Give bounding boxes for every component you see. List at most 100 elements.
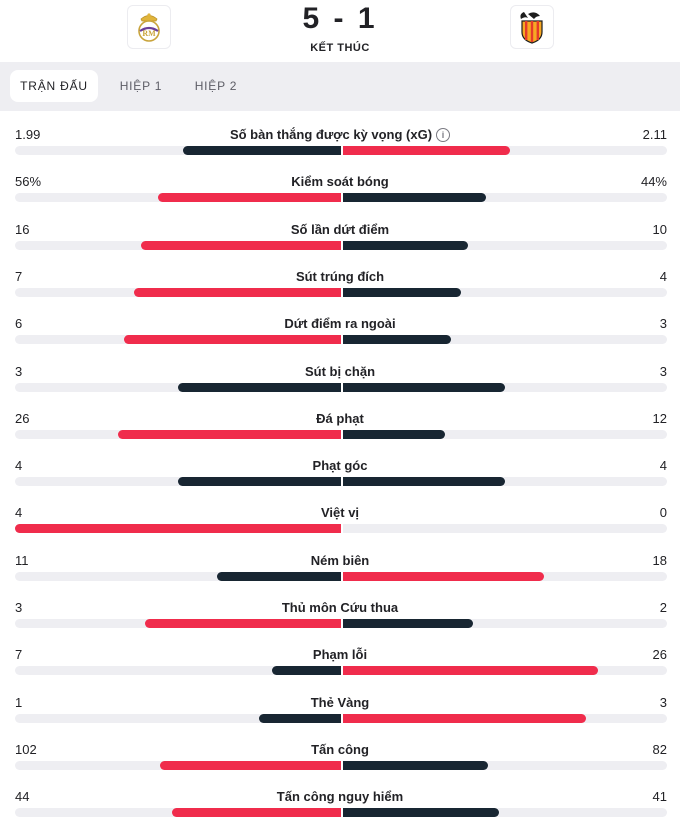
stat-home-value: 16 [15, 221, 30, 237]
stat-label: Việt vị [0, 505, 680, 521]
away-bar-fill [343, 429, 445, 439]
stat-label-text: Dứt điểm ra ngoài [284, 316, 396, 332]
stat-label: Số lần dứt điểm [0, 222, 680, 238]
tab-match[interactable]: TRẬN ĐẤU [10, 70, 98, 102]
stat-label-text: Số lần dứt điểm [290, 221, 390, 237]
home-bar-fill [272, 666, 341, 676]
away-bar-fill [343, 193, 486, 203]
stat-label-text: Sút trúng đích [295, 268, 385, 284]
stat-row: 1 Thẻ Vàng 3 [0, 695, 680, 742]
info-icon[interactable]: i [436, 128, 451, 142]
away-bar-track [343, 240, 667, 250]
away-bar-fill [343, 335, 451, 345]
tab-first-half[interactable]: HIỆP 1 [119, 79, 163, 93]
away-bar-track [343, 524, 667, 534]
away-bar-fill [343, 240, 468, 250]
stat-label-text: Thẻ Vàng [310, 694, 370, 710]
stat-home-value: 26 [15, 410, 30, 426]
stat-row: 7 Sút trúng đích 4 [0, 269, 680, 316]
stat-home-value: 7 [15, 268, 23, 284]
stat-away-value: 0 [659, 505, 667, 521]
stat-away-value: 3 [659, 694, 667, 710]
stat-label-text: Phạm lỗi [312, 647, 368, 663]
valencia-crest-icon [520, 12, 543, 44]
away-bar-fill [343, 760, 488, 770]
stat-row: 11 Ném biên 18 [0, 553, 680, 600]
stat-label: Kiểm soát bóng [0, 174, 680, 190]
stat-label-text: Tấn công nguy hiểm [276, 789, 404, 805]
stat-label-text: Việt vị [320, 505, 360, 521]
stat-row: 1.99 Số bàn thắng được kỳ vọng (xG) i 2.11 [0, 127, 680, 174]
stat-label: Phạm lỗi [0, 647, 680, 663]
stat-label-text: Kiểm soát bóng [291, 174, 389, 190]
away-bar-track [343, 146, 667, 155]
stat-away-value: 3 [659, 316, 667, 332]
away-bar-track [343, 382, 667, 392]
stat-away-value: 3 [659, 363, 667, 379]
home-bar-fill [124, 335, 341, 345]
tab-second-half[interactable]: HIỆP 2 [194, 79, 238, 93]
home-bar-track [15, 808, 341, 818]
stat-row: 16 Số lần dứt điểm 10 [0, 222, 680, 269]
stat-label-text: Sút bị chặn [304, 363, 376, 379]
home-bar-track [15, 240, 341, 250]
stat-away-value: 12 [652, 410, 667, 426]
home-bar-track [15, 335, 341, 345]
stat-row: 26 Đá phạt 12 [0, 411, 680, 458]
stat-home-value: 44 [15, 789, 30, 805]
stat-home-value: 102 [15, 741, 37, 757]
stat-home-value: 56% [15, 174, 42, 190]
home-bar-fill [141, 240, 341, 250]
stat-away-value: 44% [640, 174, 667, 190]
stat-row: 44 Tấn công nguy hiểm 41 [0, 789, 680, 836]
stat-label: Dứt điểm ra ngoài [0, 316, 680, 332]
stat-home-value: 7 [15, 647, 23, 663]
stat-row: 56% Kiểm soát bóng 44% [0, 174, 680, 221]
away-bar-track [343, 429, 667, 439]
stat-home-value: 4 [15, 458, 23, 474]
stat-label: Ném biên [0, 553, 680, 569]
away-bar-track [343, 619, 667, 628]
stat-label: Đá phạt [0, 411, 680, 427]
stat-away-value: 2.11 [642, 127, 667, 142]
stat-home-value: 3 [15, 600, 23, 615]
away-bar-track [343, 666, 667, 676]
real-madrid-crest-icon: RM [138, 13, 160, 42]
away-bar-track [343, 808, 667, 818]
stat-label: Sút trúng đích [0, 269, 680, 285]
home-bar-track [15, 713, 341, 723]
home-team-logo[interactable]: RM [127, 5, 171, 49]
away-bar-fill [343, 382, 505, 392]
stat-home-value: 1.99 [15, 127, 41, 142]
home-bar-fill [15, 524, 341, 534]
home-bar-fill [183, 146, 341, 155]
stat-label: Số bàn thắng được kỳ vọng (xG) i [0, 127, 680, 143]
stat-label-text: Thủ môn Cứu thua [281, 600, 399, 615]
stat-row: 102 Tấn công 82 [0, 742, 680, 789]
home-bar-track [15, 571, 341, 581]
stat-row: 6 Dứt điểm ra ngoài 3 [0, 316, 680, 363]
home-bar-track [15, 193, 341, 203]
away-bar-track [343, 287, 667, 297]
away-bar-fill [343, 713, 586, 723]
home-bar-track [15, 619, 341, 628]
home-bar-fill [145, 619, 341, 628]
away-team-logo[interactable] [510, 5, 554, 49]
away-bar-fill [343, 477, 505, 487]
home-bar-fill [217, 571, 341, 581]
home-bar-track [15, 146, 341, 155]
stat-label: Thủ môn Cứu thua [0, 600, 680, 616]
home-bar-track [15, 524, 341, 534]
stat-label: Tấn công [0, 742, 680, 758]
home-bar-fill [160, 760, 341, 770]
stat-away-value: 41 [652, 789, 667, 805]
away-bar-fill [343, 619, 473, 628]
stat-label-text: Phạt góc [312, 458, 368, 474]
away-bar-fill [343, 808, 499, 818]
home-bar-fill [178, 477, 341, 487]
stat-away-value: 4 [659, 458, 667, 474]
stat-row: 3 Sút bị chặn 3 [0, 364, 680, 411]
match-status: KẾT THÚC [310, 42, 370, 54]
away-bar-track [343, 713, 667, 723]
home-bar-track [15, 666, 341, 676]
